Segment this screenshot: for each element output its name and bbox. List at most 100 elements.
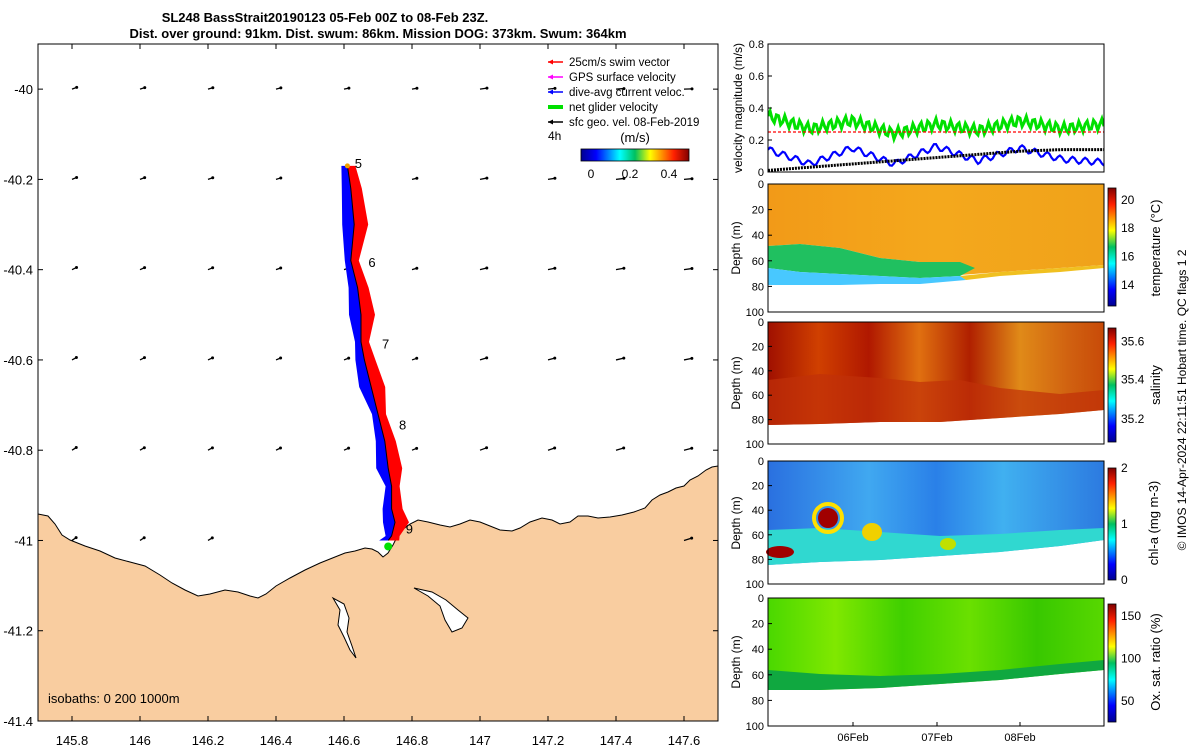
temperature-colorbar: [1107, 187, 1117, 307]
figure-subtitle: Dist. over ground: 91km. Dist. swum: 86k…: [129, 26, 626, 41]
surface-current-arrowhead: [690, 267, 694, 271]
map-frame: [37, 43, 719, 722]
colorbar-tick-label: 16: [1121, 249, 1135, 263]
chla-colorbar: [1107, 467, 1117, 581]
surface-current-arrowhead: [485, 446, 489, 450]
chla-patch: [812, 502, 844, 534]
temperature-clabel: temperature (°C): [1148, 200, 1163, 297]
depth-tick-label: 100: [746, 439, 764, 451]
track-day-label: 5: [355, 156, 362, 171]
surface-current-arrowhead: [74, 446, 78, 450]
colorbar-tick-label: 35.2: [1121, 412, 1145, 426]
surface-current-arrowhead: [553, 176, 557, 180]
map-x-tick-label: 146.2: [192, 733, 225, 748]
oxygen-bottom-layer: [768, 660, 1104, 690]
surface-current-arrowhead: [622, 266, 626, 270]
surface-current-arrowhead: [347, 86, 351, 90]
swim-vector-band: [347, 165, 409, 541]
chla-patch: [862, 523, 882, 541]
surface-current-arrowhead: [74, 356, 78, 360]
map-y-tick-label: -40.8: [3, 443, 33, 458]
depth-tick-label: 20: [752, 619, 764, 631]
legend-swim: 25cm/s swim vector: [569, 57, 670, 69]
depth-tick-label: 20: [752, 205, 764, 217]
salinity-clabel: salinity: [1148, 365, 1163, 405]
colorbar-tick-label: 100: [1121, 651, 1141, 665]
map-x-tick-label: 147: [469, 733, 491, 748]
velocity-y-tick-label: 0.2: [749, 135, 764, 147]
map-y-tick-label: -41.4: [3, 714, 33, 729]
surface-current-arrowhead: [279, 356, 283, 360]
colorbar-tick-label: 0: [1121, 573, 1128, 587]
depth-tick-label: 60: [752, 390, 764, 402]
map-panel: 5 6 7 8 9 145.8 146 146.2 146.4 146.6 146.8 147 147…: [3, 43, 719, 748]
surface-current-arrowhead: [143, 86, 147, 90]
surface-current-arrowhead: [347, 446, 351, 450]
chla-patch: [818, 508, 838, 528]
temperature-ylabel: Depth (m): [729, 221, 743, 274]
depth-tick-label: 40: [752, 230, 764, 242]
legend-sfc-head: [548, 119, 553, 125]
chla-patch: [940, 538, 956, 550]
surface-current-arrowhead: [211, 86, 215, 90]
dive-avg-current-band: [341, 165, 395, 541]
surface-current-arrowhead: [690, 356, 694, 360]
surface-current-arrowhead: [142, 536, 146, 540]
velocity-y-tick-label: 0.4: [749, 103, 764, 115]
map-x-tick-label: 147.6: [668, 733, 701, 748]
chla-bottom-layer: [768, 528, 1104, 565]
depth-tick-label: 80: [752, 415, 764, 427]
track-day-label: 8: [399, 418, 406, 433]
map-y-tick-label: -40: [14, 82, 33, 97]
oxygen-ticks: 0 20 40 60 80 100 50 100 150: [746, 593, 1142, 733]
surface-current-arrowhead: [415, 86, 419, 90]
time-tick-label: 07Feb: [921, 732, 952, 744]
colorbar-tick-label: 2: [1121, 461, 1128, 475]
velocity-plot-area: [768, 44, 1104, 172]
surface-current-arrowhead: [75, 175, 79, 179]
surface-current-arrowhead: [690, 446, 694, 450]
map-colorbar: 4h (m/s) 0 0.2 0.4: [548, 129, 690, 181]
map-x-tick-label: 146.8: [396, 733, 429, 748]
oxygen-colorbar: [1107, 603, 1117, 723]
surface-current-arrowhead: [278, 446, 282, 450]
surface-current-arrowhead: [142, 446, 146, 450]
tamar-estuary: [331, 596, 357, 659]
surface-current-arrowhead: [279, 86, 283, 90]
temperature-ticks: 0 20 40 60 80 100 14 16 18 20: [746, 179, 1135, 319]
surface-current-arrowhead: [211, 356, 215, 360]
depth-tick-label: 80: [752, 554, 764, 566]
track-end-marker: [384, 542, 393, 551]
track-start-marker: [344, 163, 350, 169]
surface-current-arrowhead: [690, 536, 694, 540]
surface-current-arrowhead: [485, 266, 489, 270]
depth-tick-label: 60: [752, 670, 764, 682]
surface-current-arrowhead: [279, 176, 283, 180]
surface-current-arrowhead: [553, 86, 557, 90]
oxygen-clabel: Ox. sat. ratio (%): [1148, 613, 1163, 711]
chla-patch: [766, 546, 794, 558]
time-axis-ticks: 06Feb 07Feb 08Feb: [837, 722, 1036, 744]
temperature-upper-layer: [768, 184, 1104, 275]
surface-current-arrowhead: [143, 266, 147, 270]
surface-current-arrowhead: [347, 356, 351, 360]
colorbar-tick-label: 18: [1121, 221, 1135, 235]
isobaths-label: isobaths: 0 200 1000m: [48, 691, 180, 706]
velocity-panel: 0 0.2 0.4 0.6 0.8 velocity magnitude (m/s): [731, 39, 1105, 179]
map-x-tick-label: 147.2: [532, 733, 565, 748]
surface-current-arrowhead: [415, 446, 419, 450]
depth-tick-label: 60: [752, 256, 764, 268]
map-x-tick-label: 146.6: [328, 733, 361, 748]
surface-current-arrowhead: [690, 87, 694, 91]
map-x-tick-label: 146.4: [260, 733, 293, 748]
surface-current-arrowhead: [74, 536, 78, 540]
colorbar-tick-label: 20: [1121, 193, 1135, 207]
map-y-tick-label: -41.2: [3, 624, 33, 639]
surface-current-arrowhead: [485, 176, 489, 180]
map-y-tick-label: -40.2: [3, 172, 33, 187]
salinity-colorbar: [1107, 327, 1117, 443]
depth-tick-label: 20: [752, 341, 764, 353]
depth-tick-label: 0: [758, 456, 764, 468]
depth-tick-label: 20: [752, 481, 764, 493]
